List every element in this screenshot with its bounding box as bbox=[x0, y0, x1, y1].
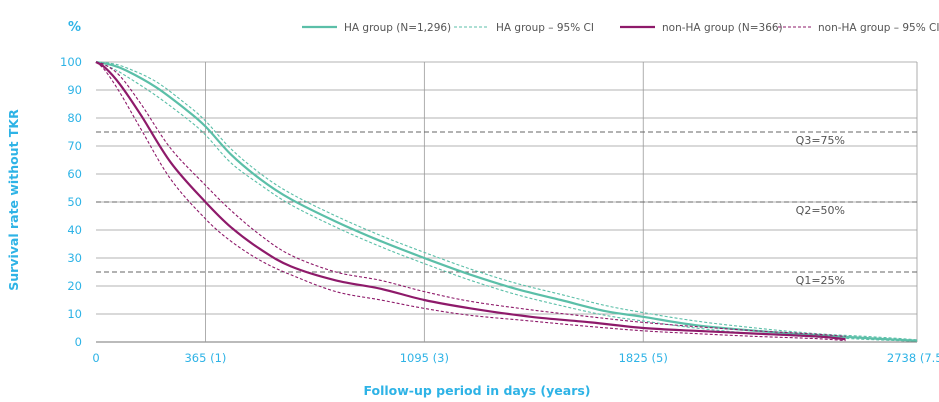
x-tick-label-0: 0 bbox=[92, 351, 99, 365]
y-tick-label-40: 40 bbox=[67, 223, 82, 237]
y-tick-label-50: 50 bbox=[67, 195, 82, 209]
x-tick-label-365: 365 (1) bbox=[184, 351, 226, 365]
legend-label-1: HA group – 95% CI bbox=[496, 22, 594, 34]
reference-lines: Q3=75% Q2=50% Q1=25% bbox=[96, 131, 917, 287]
grid bbox=[96, 61, 918, 343]
y-tick-label-10: 10 bbox=[67, 307, 82, 321]
y-tick-label-80: 80 bbox=[67, 111, 82, 125]
y-axis-ticks: 0 10 20 30 40 50 60 70 80 90 100 bbox=[60, 55, 82, 349]
x-tick-label-2738: 2738 (7.5) bbox=[887, 351, 939, 365]
reference-label-50: Q2=50% bbox=[796, 204, 845, 217]
y-axis-title: Survival rate without TKR bbox=[6, 109, 21, 291]
reference-label-25: Q1=25% bbox=[796, 274, 845, 287]
y-tick-label-60: 60 bbox=[67, 167, 82, 181]
y-tick-label-30: 30 bbox=[67, 251, 82, 265]
legend-label-0: HA group (N=1,296) bbox=[344, 22, 451, 34]
y-unit-label: % bbox=[68, 20, 81, 35]
y-tick-label-90: 90 bbox=[67, 83, 82, 97]
non-ha-ci-line-5 bbox=[95, 61, 846, 342]
ha-line bbox=[95, 60, 918, 342]
non-ha-ci-line-4 bbox=[95, 61, 846, 337]
x-axis-title: Follow-up period in days (years) bbox=[363, 383, 590, 398]
legend-label-2: non-HA group (N=366) bbox=[662, 22, 783, 34]
legend-label-3: non-HA group – 95% CI bbox=[818, 22, 939, 34]
y-tick-label-70: 70 bbox=[67, 139, 82, 153]
non-ha-line bbox=[95, 61, 846, 341]
y-tick-label-0: 0 bbox=[75, 335, 82, 349]
y-tick-label-100: 100 bbox=[60, 55, 82, 69]
x-tick-label-1825: 1825 (5) bbox=[619, 351, 668, 365]
ha-ci-line-2 bbox=[95, 61, 918, 342]
ha-ci-line-1 bbox=[95, 61, 918, 341]
series-lines bbox=[95, 60, 918, 342]
reference-label-75: Q3=75% bbox=[796, 134, 845, 147]
y-tick-label-20: 20 bbox=[67, 279, 82, 293]
x-tick-label-1095: 1095 (3) bbox=[400, 351, 449, 365]
x-axis-ticks: 0 365 (1) 1095 (3) 1825 (5) 2738 (7.5) bbox=[92, 351, 939, 365]
legend: HA group (N=1,296) HA group – 95% CI non-H… bbox=[302, 22, 939, 34]
